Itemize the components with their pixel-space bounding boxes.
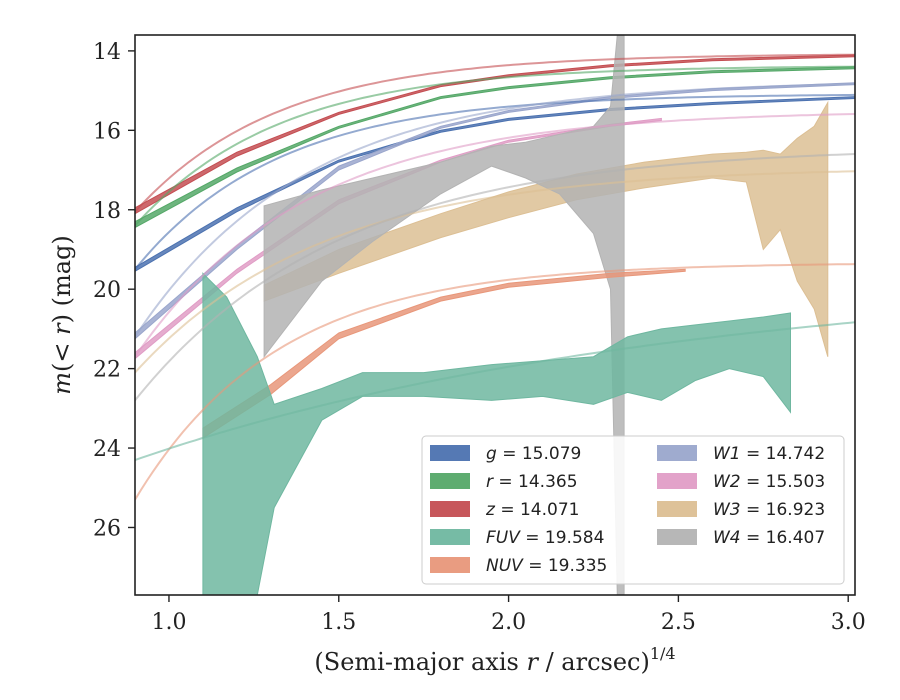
legend-swatch-w3	[657, 501, 697, 517]
data-band-r	[135, 66, 855, 229]
y-axis: 14 16 18 20 22 24 26	[93, 40, 135, 541]
y-tick-label: 14	[93, 40, 121, 65]
data-bands	[135, 35, 855, 595]
y-tick-label: 24	[93, 437, 121, 462]
legend-swatch-w1	[657, 445, 697, 461]
model-curve-z	[135, 53, 855, 213]
model-curve-w1	[135, 83, 855, 338]
legend-swatch-r	[430, 473, 470, 489]
legend-label-r: r = 14.365	[486, 472, 578, 492]
data-band-z	[135, 54, 855, 215]
legend-label-g: g = 15.079	[486, 444, 581, 464]
model-curve-r	[135, 65, 855, 227]
model-curve-w2	[135, 113, 855, 358]
legend-label-w2: W2 = 15.503	[713, 472, 825, 492]
legend-swatch-w2	[657, 473, 697, 489]
model-curve-w3	[135, 170, 855, 374]
legend-label-nuv: NUV = 19.335	[486, 556, 607, 576]
model-curve-g	[135, 93, 855, 270]
y-axis-label: m(< r) (mag)	[48, 235, 76, 395]
legend-swatch-z	[430, 501, 470, 517]
x-tick-label: 2.0	[491, 610, 526, 635]
legend-swatch-g	[430, 445, 470, 461]
model-curve-w4	[135, 153, 855, 402]
x-tick-label: 3.0	[831, 610, 866, 635]
data-band-nuv	[202, 268, 686, 440]
model-curve-nuv	[135, 263, 855, 501]
legend-label-z: z = 14.071	[485, 500, 579, 520]
legend: g = 15.079 r = 14.365 z = 14.071 FUV = 19.5…	[421, 435, 845, 585]
y-tick-label: 20	[93, 278, 121, 303]
y-tick-label: 22	[93, 358, 121, 383]
x-tick-label: 1.5	[321, 610, 356, 635]
x-tick-label: 1.0	[151, 610, 186, 635]
x-axis: 1.0 1.5 2.0 2.5 3.0	[151, 595, 866, 635]
model-curve-fuv	[135, 321, 855, 461]
model-curves	[135, 53, 855, 501]
legend-label-w3: W3 = 16.923	[713, 500, 825, 520]
y-tick-label: 16	[93, 119, 121, 144]
x-axis-label: (Semi-major axis r / arcsec)1/4	[314, 644, 675, 676]
plot-frame	[134, 34, 856, 596]
legend-box	[421, 435, 845, 585]
x-tick-label: 2.5	[661, 610, 696, 635]
data-band-fuv	[202, 272, 791, 595]
legend-label-w1: W1 = 14.742	[713, 444, 825, 464]
legend-swatch-fuv	[430, 529, 470, 545]
y-tick-label: 26	[93, 516, 121, 541]
legend-swatch-w4	[657, 529, 697, 545]
y-tick-label: 18	[93, 199, 121, 224]
legend-label-w4: W4 = 16.407	[713, 528, 825, 548]
legend-swatch-nuv	[430, 557, 470, 573]
legend-label-fuv: FUV = 19.584	[486, 528, 604, 548]
